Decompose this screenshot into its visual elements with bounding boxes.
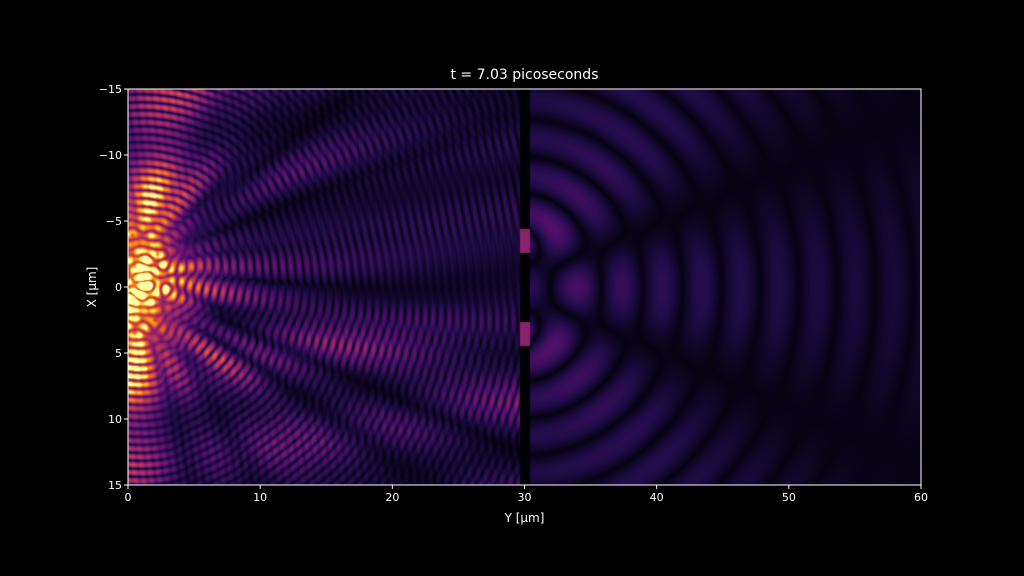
x-tick-label: 0 — [125, 491, 132, 504]
x-tick-label: 10 — [253, 491, 267, 504]
chart-title: t = 7.03 picoseconds — [450, 67, 598, 83]
y-axis-label: X [μm] — [85, 267, 99, 308]
x-tick-label: 60 — [914, 491, 928, 504]
y-tick-label: 5 — [115, 347, 122, 360]
x-tick-label: 20 — [385, 491, 399, 504]
y-tick-label: 15 — [108, 479, 122, 492]
y-tick-label: −10 — [99, 149, 122, 162]
x-axis-label: Y [μm] — [504, 511, 545, 525]
axes-frame — [127, 88, 922, 486]
y-axis-ticks: −15 −10 −5 0 5 10 15 — [99, 83, 128, 492]
y-tick-label: 0 — [115, 281, 122, 294]
y-tick-label: −15 — [99, 83, 122, 96]
x-tick-label: 50 — [782, 491, 796, 504]
x-tick-label: 40 — [650, 491, 664, 504]
y-tick-label: −5 — [106, 215, 122, 228]
y-tick-label: 10 — [108, 413, 122, 426]
x-axis-ticks: 0 10 20 30 40 50 60 — [125, 485, 928, 504]
x-tick-label: 30 — [518, 491, 532, 504]
heatmap-image — [128, 89, 921, 485]
